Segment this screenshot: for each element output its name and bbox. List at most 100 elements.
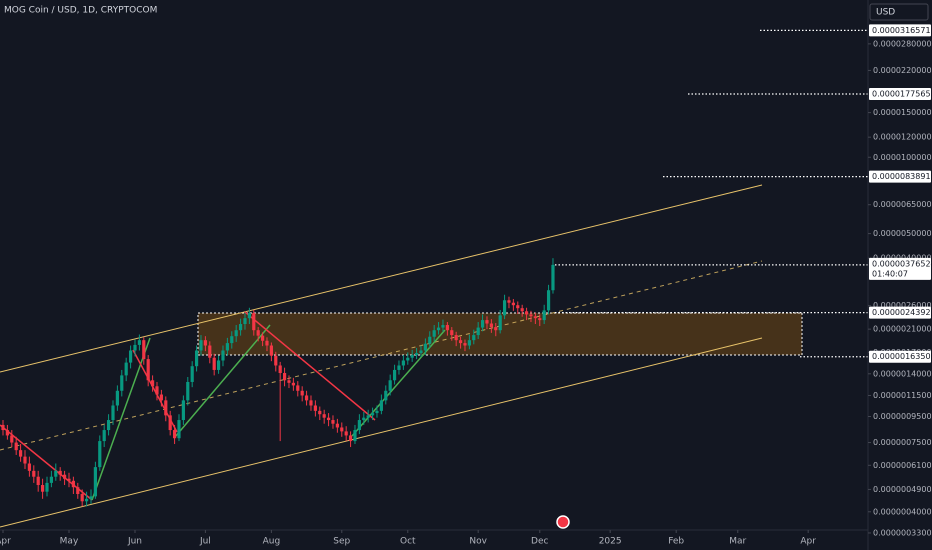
candle-body — [71, 480, 75, 488]
candle-body — [353, 430, 357, 442]
y-tick-label: 0.00000040000 — [873, 507, 932, 516]
candle-body — [340, 427, 344, 432]
candle-body — [511, 302, 515, 306]
candle-body — [212, 357, 216, 370]
level-box — [869, 24, 931, 37]
candle-body — [485, 320, 489, 324]
channel-upper — [0, 184, 763, 373]
candle-body — [252, 313, 256, 331]
candle-body — [357, 420, 361, 431]
candle-body — [428, 336, 432, 344]
candle-body — [524, 311, 529, 315]
last-price-box — [869, 257, 931, 280]
candle-body — [221, 350, 225, 361]
candle-body — [445, 325, 449, 331]
candle-body — [480, 320, 485, 328]
event-icon[interactable] — [556, 515, 570, 529]
level-box — [869, 350, 931, 363]
candle-body — [304, 395, 309, 401]
candle-body — [10, 435, 14, 443]
candle-body — [14, 442, 18, 451]
candle-body — [124, 362, 128, 376]
y-tick-label: 0.00000210000 — [873, 325, 932, 334]
candle-body — [379, 400, 383, 411]
candle-body — [502, 300, 507, 316]
level-label: 0.00000163500 — [872, 352, 932, 361]
candle-body — [18, 450, 23, 457]
candle-body — [498, 315, 502, 331]
y-tick-label: 0.00000140000 — [873, 369, 932, 378]
level-label: 0.00000838918 — [872, 172, 932, 181]
candle-body — [375, 410, 379, 414]
candle-body — [546, 290, 551, 311]
candle-body — [326, 417, 331, 421]
candle-body — [335, 423, 339, 428]
candle-body — [208, 345, 212, 358]
level-label: 0.00003165711 — [872, 26, 932, 35]
candle-body — [142, 340, 146, 360]
candle-body — [106, 420, 111, 431]
candle-body — [533, 316, 537, 319]
level-label: 0.00000243926 — [872, 308, 932, 317]
candle-body — [282, 373, 287, 381]
candle-body — [348, 435, 353, 442]
currency[interactable]: USD — [876, 8, 895, 18]
candle-body — [225, 343, 229, 351]
candle-body — [388, 380, 392, 391]
candle-body — [296, 385, 300, 391]
candle-body — [80, 494, 84, 502]
candle-body — [49, 476, 53, 483]
y-tick-label: 0.00000033000 — [873, 528, 932, 537]
candle-body — [309, 400, 313, 406]
channel-mid — [0, 260, 763, 451]
x-tick-label: Oct — [400, 537, 416, 547]
candle-body — [291, 382, 295, 386]
candle-body — [287, 380, 291, 383]
candle-body — [278, 365, 282, 374]
candle-body — [98, 441, 102, 468]
candle-body — [454, 335, 458, 341]
candle-body — [45, 482, 49, 492]
candle-body — [300, 390, 304, 396]
y-tick-label: 0.00000075000 — [873, 438, 932, 447]
x-tick-label: 2025 — [599, 537, 622, 547]
channel-lower — [0, 337, 763, 528]
candle-body — [133, 344, 137, 351]
candle-body — [27, 463, 31, 471]
candle-body — [5, 430, 9, 436]
candle-body — [186, 381, 190, 401]
candle-body — [432, 330, 436, 337]
y-tick-label: 0.00000049000 — [873, 485, 932, 494]
candle-body — [397, 365, 401, 370]
candle-body — [84, 498, 89, 502]
y-tick-label: 0.00000500000 — [873, 229, 932, 238]
y-tick-label: 0.00000260000 — [873, 301, 932, 310]
y-tick-label: 0.00001500000 — [873, 108, 932, 117]
candle-body — [516, 305, 520, 309]
candle-body — [344, 431, 348, 436]
x-tick-label: Nov — [469, 537, 487, 547]
candle-body — [238, 324, 243, 331]
y-tick-label: 0.00000115000 — [873, 391, 932, 400]
candle-body — [458, 340, 463, 344]
candle-body — [120, 375, 124, 391]
y-tick-label: 0.00000650000 — [873, 200, 932, 209]
candle-body — [102, 430, 106, 442]
candle-body — [36, 476, 40, 486]
candle-body — [234, 330, 238, 337]
candle-body — [463, 343, 467, 346]
currency-button[interactable] — [869, 3, 929, 21]
candle-body — [146, 359, 150, 381]
candle-body — [318, 410, 322, 415]
x-tick-label: Aug — [263, 537, 281, 547]
candle-body — [467, 340, 471, 346]
x-tick-label: Jun — [127, 537, 142, 547]
candle-body — [93, 467, 97, 497]
candle-body — [436, 327, 441, 331]
candle-body — [203, 340, 207, 346]
candle-body — [67, 478, 71, 481]
candle-body — [137, 340, 141, 345]
countdown: 01:40:07 — [872, 269, 908, 278]
candle-body — [168, 415, 172, 431]
